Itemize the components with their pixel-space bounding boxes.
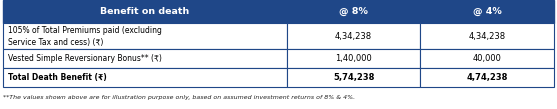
- Bar: [421, 23, 554, 49]
- Bar: [421, 68, 554, 87]
- Bar: [3, 0, 287, 23]
- Bar: [287, 0, 421, 23]
- Text: 5,74,238: 5,74,238: [333, 73, 374, 82]
- Bar: [3, 49, 287, 68]
- Text: 1,40,000: 1,40,000: [335, 54, 372, 63]
- Text: 4,34,238: 4,34,238: [335, 32, 372, 41]
- Bar: [287, 49, 421, 68]
- Bar: [287, 68, 421, 87]
- Bar: [3, 23, 287, 49]
- Text: Total Death Benefit (₹): Total Death Benefit (₹): [8, 73, 107, 82]
- Text: Vested Simple Reversionary Bonus** (₹): Vested Simple Reversionary Bonus** (₹): [8, 54, 162, 63]
- Text: **The values shown above are for illustration purpose only, based on assumed inv: **The values shown above are for illustr…: [3, 95, 355, 100]
- Text: 4,74,238: 4,74,238: [467, 73, 508, 82]
- Text: @ 4%: @ 4%: [473, 7, 502, 16]
- Text: Benefit on death: Benefit on death: [100, 7, 189, 16]
- Bar: [3, 68, 287, 87]
- Bar: [421, 0, 554, 23]
- Bar: [287, 23, 421, 49]
- Bar: [421, 49, 554, 68]
- Text: 4,34,238: 4,34,238: [469, 32, 506, 41]
- Text: 40,000: 40,000: [473, 54, 502, 63]
- Text: @ 8%: @ 8%: [339, 7, 368, 16]
- Text: 105% of Total Premiums paid (excluding
Service Tax and cess) (₹): 105% of Total Premiums paid (excluding S…: [8, 26, 162, 47]
